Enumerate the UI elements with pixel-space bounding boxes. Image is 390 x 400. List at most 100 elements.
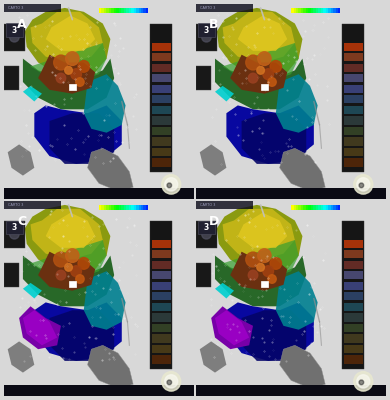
Bar: [152, 334, 171, 342]
Bar: [6, 220, 23, 234]
Bar: [261, 281, 268, 287]
Bar: [152, 271, 171, 279]
Bar: [338, 206, 340, 210]
Bar: [152, 250, 171, 258]
Polygon shape: [23, 59, 114, 109]
Bar: [4, 263, 19, 287]
Circle shape: [71, 266, 82, 277]
Bar: [152, 53, 171, 61]
Bar: [344, 85, 363, 93]
Circle shape: [248, 73, 258, 83]
Bar: [119, 8, 121, 13]
Bar: [311, 8, 313, 13]
Polygon shape: [38, 55, 95, 94]
Bar: [333, 8, 335, 13]
Bar: [152, 106, 171, 114]
Bar: [198, 220, 215, 234]
Bar: [303, 206, 306, 210]
Bar: [4, 385, 194, 396]
Circle shape: [167, 183, 172, 188]
Bar: [131, 206, 133, 210]
Polygon shape: [223, 12, 295, 62]
Circle shape: [65, 263, 73, 271]
Bar: [344, 250, 363, 258]
Polygon shape: [87, 345, 133, 388]
Bar: [136, 8, 138, 13]
Bar: [328, 8, 331, 13]
Text: 3: 3: [204, 223, 209, 232]
Polygon shape: [8, 341, 34, 373]
Bar: [150, 220, 172, 369]
Circle shape: [354, 372, 373, 391]
Bar: [4, 4, 61, 12]
Bar: [152, 303, 171, 311]
Polygon shape: [226, 302, 314, 361]
Polygon shape: [226, 106, 314, 164]
Polygon shape: [46, 16, 95, 51]
Polygon shape: [50, 310, 114, 361]
Bar: [152, 64, 171, 72]
Circle shape: [268, 78, 276, 86]
Circle shape: [66, 52, 79, 66]
Polygon shape: [211, 306, 253, 349]
Bar: [344, 282, 363, 290]
Polygon shape: [34, 302, 122, 361]
Bar: [321, 206, 323, 210]
Bar: [109, 8, 111, 13]
Bar: [316, 8, 318, 13]
Bar: [6, 24, 23, 37]
Bar: [152, 116, 171, 124]
Bar: [301, 206, 303, 210]
Bar: [111, 206, 114, 210]
Text: 3: 3: [12, 223, 17, 232]
Bar: [344, 158, 363, 167]
Bar: [69, 84, 76, 90]
Polygon shape: [217, 8, 303, 78]
Circle shape: [359, 183, 363, 188]
Bar: [152, 292, 171, 300]
Bar: [344, 137, 363, 146]
Bar: [342, 24, 364, 172]
Circle shape: [202, 229, 211, 239]
Circle shape: [78, 258, 89, 269]
Text: B: B: [209, 18, 219, 31]
Bar: [126, 8, 129, 13]
Circle shape: [66, 249, 79, 262]
Circle shape: [263, 69, 273, 80]
Bar: [129, 206, 131, 210]
Bar: [331, 206, 333, 210]
Circle shape: [359, 380, 363, 385]
Bar: [152, 74, 171, 82]
Bar: [144, 8, 146, 13]
Circle shape: [167, 380, 172, 385]
Bar: [331, 8, 333, 13]
Bar: [196, 24, 217, 51]
Bar: [152, 158, 171, 167]
Bar: [344, 261, 363, 269]
Bar: [4, 220, 25, 248]
Bar: [344, 303, 363, 311]
Polygon shape: [276, 271, 317, 330]
Bar: [301, 8, 303, 13]
Bar: [342, 220, 364, 369]
Bar: [318, 206, 321, 210]
Bar: [106, 206, 109, 210]
Bar: [344, 64, 363, 72]
Bar: [294, 206, 296, 210]
Text: D: D: [209, 215, 220, 228]
Circle shape: [246, 55, 260, 70]
Polygon shape: [241, 113, 306, 164]
Polygon shape: [87, 148, 133, 191]
Circle shape: [354, 175, 373, 194]
Bar: [196, 66, 211, 90]
Circle shape: [56, 73, 66, 83]
Bar: [150, 24, 172, 172]
Bar: [146, 8, 148, 13]
Polygon shape: [30, 209, 103, 260]
Bar: [109, 206, 111, 210]
Circle shape: [10, 229, 19, 239]
Bar: [198, 24, 215, 37]
Polygon shape: [8, 144, 34, 176]
Bar: [99, 8, 101, 13]
Circle shape: [10, 32, 19, 42]
